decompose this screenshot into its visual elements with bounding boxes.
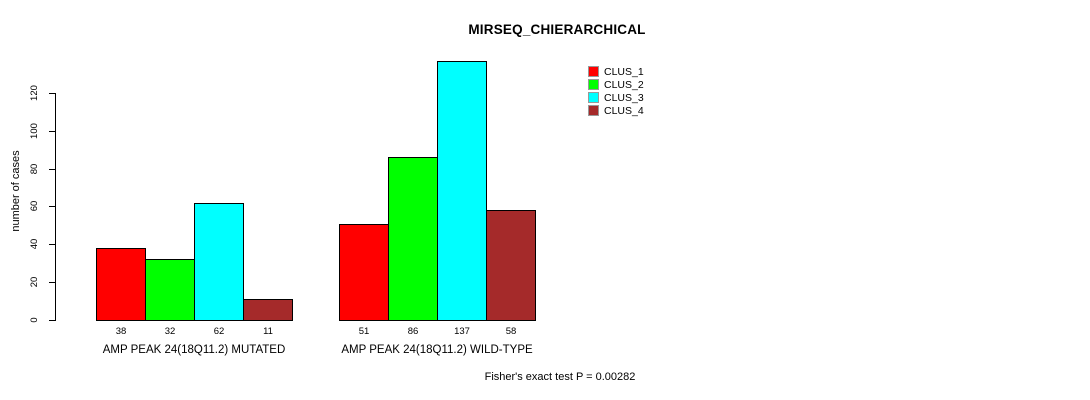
- legend-swatch-clus_4: [588, 105, 599, 116]
- group-label: AMP PEAK 24(18Q11.2) MUTATED: [102, 344, 286, 356]
- bar-clus_4-group1: [243, 299, 293, 321]
- legend: CLUS_1 CLUS_2 CLUS_3 CLUS_4: [588, 65, 644, 117]
- bar-value-label: 86: [407, 326, 419, 337]
- legend-entry: CLUS_2: [588, 78, 644, 91]
- bar-clus_1-group2: [339, 224, 389, 321]
- bar-clus_3-group2: [437, 61, 487, 321]
- y-tick: [49, 93, 56, 94]
- bar-value-label: 38: [115, 326, 127, 337]
- legend-entry: CLUS_1: [588, 65, 644, 78]
- bar-value-label: 11: [263, 326, 273, 337]
- y-tick: [49, 169, 56, 170]
- y-tick: [49, 282, 56, 283]
- fisher-test-annotation: Fisher's exact test P = 0.00282: [484, 371, 636, 383]
- bar-value-label: 32: [164, 326, 176, 337]
- legend-label: CLUS_3: [604, 91, 644, 104]
- y-tick: [49, 131, 56, 132]
- bar-value-label: 137: [454, 326, 470, 337]
- legend-label: CLUS_4: [604, 104, 644, 117]
- y-tick-label: 100: [29, 123, 40, 139]
- legend-swatch-clus_1: [588, 66, 599, 77]
- group-label: AMP PEAK 24(18Q11.2) WILD-TYPE: [341, 344, 533, 356]
- y-tick-label: 0: [29, 317, 40, 323]
- bar-value-label: 62: [213, 326, 225, 337]
- legend-label: CLUS_2: [604, 78, 644, 91]
- bar-clus_2-group1: [145, 259, 195, 321]
- legend-entry: CLUS_4: [588, 104, 644, 117]
- y-tick-label: 120: [29, 85, 40, 101]
- y-tick: [49, 320, 56, 321]
- bar-value-label: 51: [358, 326, 370, 337]
- y-axis-label: number of cases: [10, 150, 22, 232]
- y-tick: [49, 244, 56, 245]
- bar-clus_4-group2: [486, 210, 536, 321]
- y-tick: [49, 206, 56, 207]
- y-tick-label: 60: [29, 200, 40, 212]
- y-tick-label: 20: [29, 276, 40, 288]
- bar-clus_2-group2: [388, 157, 438, 321]
- y-tick-label: 40: [29, 238, 40, 250]
- bar-value-label: 58: [505, 326, 517, 337]
- legend-entry: CLUS_3: [588, 91, 644, 104]
- bar-clus_3-group1: [194, 203, 244, 321]
- y-tick-label: 80: [29, 163, 40, 175]
- legend-label: CLUS_1: [604, 65, 644, 78]
- y-axis-line: [55, 93, 56, 321]
- legend-swatch-clus_3: [588, 92, 599, 103]
- legend-swatch-clus_2: [588, 79, 599, 90]
- bar-clus_1-group1: [96, 248, 146, 321]
- chart-title: MIRSEQ_CHIERARCHICAL: [468, 22, 646, 37]
